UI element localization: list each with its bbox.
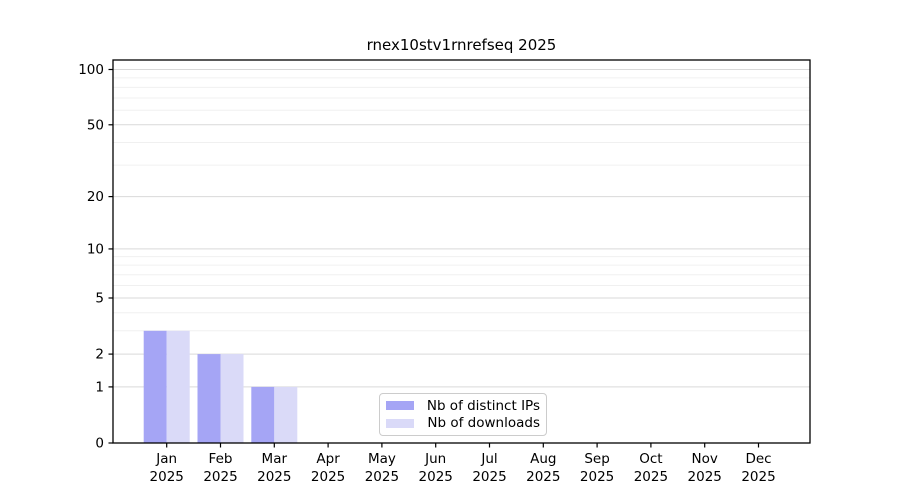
legend-swatch-downloads	[386, 418, 414, 428]
bar-jan-distinct-ips	[143, 330, 167, 443]
x-tick-label-month: Jan	[155, 451, 177, 467]
legend-swatch-distinct-ips	[386, 401, 414, 411]
x-tick-label-year: 2025	[365, 469, 399, 485]
x-tick-label-year: 2025	[419, 469, 453, 485]
x-tick-label-month: Mar	[262, 451, 288, 467]
x-tick-label-year: 2025	[311, 469, 345, 485]
legend-item-downloads: Nb of downloads	[386, 415, 540, 431]
y-tick-label: 5	[95, 290, 104, 306]
x-tick-label-year: 2025	[741, 469, 775, 485]
x-tick-label-month: Feb	[209, 451, 233, 467]
chart-title: rnex10stv1rnrefseq 2025	[366, 36, 557, 54]
x-tick-label-month: Dec	[745, 451, 771, 467]
y-tick-label: 10	[87, 241, 104, 257]
legend: Nb of distinct IPs Nb of downloads	[379, 393, 547, 436]
x-tick-label-month: Jul	[480, 451, 497, 467]
legend-label: Nb of distinct IPs	[426, 397, 540, 414]
legend-label: Nb of downloads	[427, 415, 540, 432]
x-tick-label-month: May	[368, 451, 396, 467]
x-tick-label-year: 2025	[580, 469, 614, 485]
bar-feb-downloads	[220, 354, 244, 443]
plot-frame	[112, 59, 811, 444]
y-tick-label: 50	[87, 117, 104, 133]
x-tick-label-month: Jun	[424, 451, 446, 467]
bar-feb-distinct-ips	[197, 354, 221, 443]
x-tick-label-month: Nov	[692, 451, 718, 467]
y-tick-label: 2	[95, 347, 104, 363]
y-tick-label: 1	[95, 379, 104, 395]
x-tick-label-year: 2025	[150, 469, 184, 485]
y-tick-label: 20	[87, 189, 104, 205]
bar-jan-downloads	[166, 330, 190, 443]
x-tick-label-month: Apr	[316, 451, 340, 467]
x-tick-label-year: 2025	[688, 469, 722, 485]
x-tick-label-year: 2025	[634, 469, 668, 485]
y-tick-label: 0	[95, 436, 104, 452]
y-tick-label: 100	[78, 62, 104, 78]
x-tick-label-year: 2025	[203, 469, 237, 485]
bar-mar-downloads	[274, 386, 298, 443]
x-tick-label-year: 2025	[526, 469, 560, 485]
x-tick-label-month: Sep	[584, 451, 609, 467]
x-tick-label-month: Aug	[530, 451, 556, 467]
x-tick-label-year: 2025	[472, 469, 506, 485]
legend-item-distinct-ips: Nb of distinct IPs	[386, 398, 540, 414]
x-tick-label-year: 2025	[257, 469, 291, 485]
bar-mar-distinct-ips	[251, 386, 275, 443]
x-tick-label-month: Oct	[639, 451, 662, 467]
